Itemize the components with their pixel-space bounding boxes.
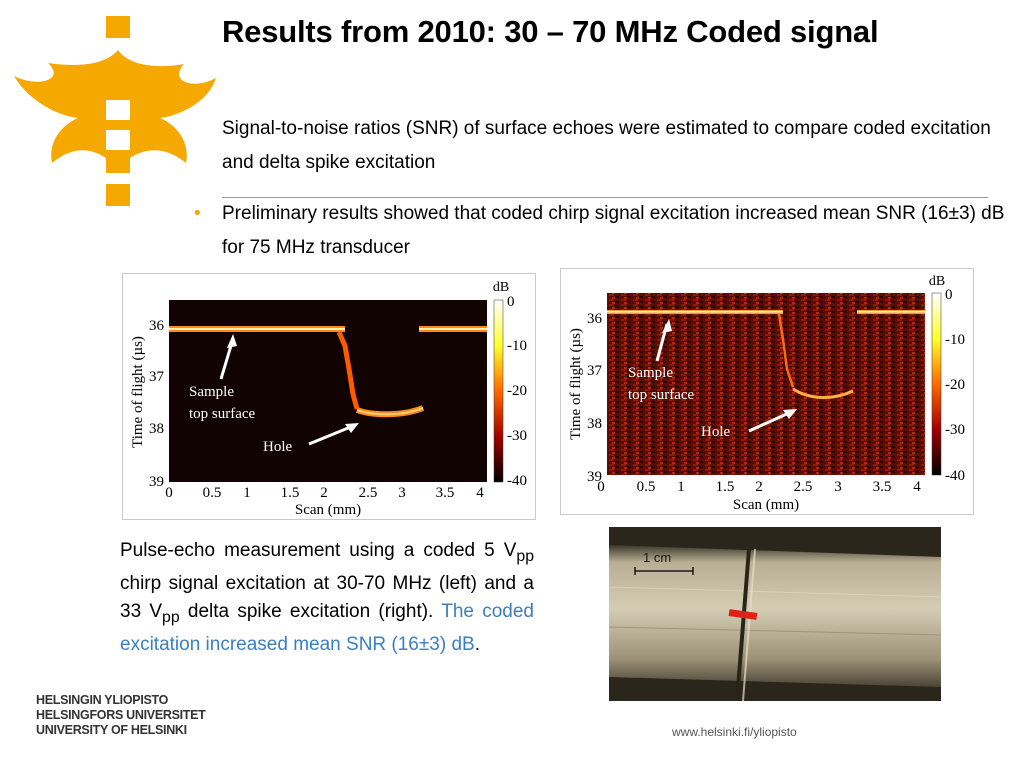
right-ultrasound-figure: dB 0 -10 -20 -30 -40 36 37 38 39 0 0.5 1… [560, 268, 974, 515]
svg-text:-20: -20 [945, 377, 965, 393]
svg-text:4: 4 [913, 479, 921, 495]
colorbar-left [493, 299, 504, 483]
svg-text:2: 2 [755, 479, 763, 495]
colorbar-right [931, 292, 942, 476]
colorbar-unit-right: dB [929, 274, 945, 289]
y-axis-label-right: Time of flight (µs) [568, 328, 584, 440]
svg-text:-40: -40 [945, 468, 965, 484]
university-name: HELSINGIN YLIOPISTO HELSINGFORS UNIVERSI… [36, 693, 206, 737]
x-axis-label-left: Scan (mm) [295, 502, 361, 518]
svg-text:36: 36 [149, 318, 165, 334]
footer-url[interactable]: www.helsinki.fi/yliopisto [672, 725, 797, 739]
svg-text:3.5: 3.5 [873, 479, 892, 495]
svg-text:0: 0 [507, 294, 515, 310]
svg-text:1.5: 1.5 [281, 485, 300, 501]
svg-text:-30: -30 [945, 422, 965, 438]
annotation-sample-left: Sample [189, 384, 234, 400]
svg-text:36: 36 [587, 311, 603, 327]
svg-text:0: 0 [165, 485, 173, 501]
svg-text:38: 38 [149, 421, 164, 437]
svg-text:3: 3 [398, 485, 406, 501]
svg-text:3.5: 3.5 [436, 485, 455, 501]
svg-text:37: 37 [149, 369, 165, 385]
sample-photo: 1 cm [608, 527, 942, 702]
caption-highlight: The coded excitation increased mean SNR … [120, 600, 534, 656]
colorbar-unit-left: dB [493, 280, 509, 295]
svg-text:0.5: 0.5 [203, 485, 222, 501]
svg-text:2.5: 2.5 [359, 485, 378, 501]
svg-text:37: 37 [587, 363, 603, 379]
svg-text:-10: -10 [945, 332, 965, 348]
bullet-marker: • [194, 203, 201, 224]
annotation-hole-left: Hole [263, 439, 293, 455]
svg-text:2: 2 [320, 485, 328, 501]
svg-text:-20: -20 [507, 383, 527, 399]
svg-text:1: 1 [243, 485, 251, 501]
svg-text:0.5: 0.5 [637, 479, 656, 495]
svg-text:-30: -30 [507, 428, 527, 444]
intro-paragraph: Signal-to-noise ratios (SNR) of surface … [222, 118, 991, 173]
university-logo-icon [14, 16, 216, 206]
svg-text:39: 39 [149, 474, 164, 490]
bscan-image-right [607, 293, 925, 475]
svg-text:4: 4 [476, 485, 484, 501]
svg-text:3: 3 [834, 479, 842, 495]
svg-text:-10: -10 [507, 338, 527, 354]
svg-text:1: 1 [677, 479, 685, 495]
scale-bar-label: 1 cm [643, 550, 671, 565]
left-ultrasound-figure: dB 0 -10 -20 -30 -40 36 37 38 39 0 0.5 1… [122, 273, 536, 520]
divider [222, 197, 988, 198]
hole-marker [728, 609, 758, 620]
svg-text:-40: -40 [507, 473, 527, 489]
annotation-sample-right: Sample [628, 365, 673, 381]
slide-title: Results from 2010: 30 – 70 MHz Coded sig… [222, 14, 879, 49]
bullet-item: Preliminary results showed that coded ch… [222, 203, 1005, 258]
svg-text:0: 0 [597, 479, 605, 495]
svg-text:38: 38 [587, 416, 602, 432]
svg-text:0: 0 [945, 287, 953, 303]
y-axis-label-left: Time of flight (µs) [130, 336, 146, 448]
svg-text:39: 39 [587, 469, 602, 485]
annotation-hole-right: Hole [701, 424, 731, 440]
svg-text:top surface: top surface [628, 387, 695, 403]
svg-text:top surface: top surface [189, 406, 256, 422]
figure-caption: Pulse-echo measurement using a coded 5 V… [120, 540, 534, 656]
svg-text:2.5: 2.5 [794, 479, 813, 495]
x-axis-label-right: Scan (mm) [733, 497, 799, 513]
svg-text:1.5: 1.5 [716, 479, 735, 495]
